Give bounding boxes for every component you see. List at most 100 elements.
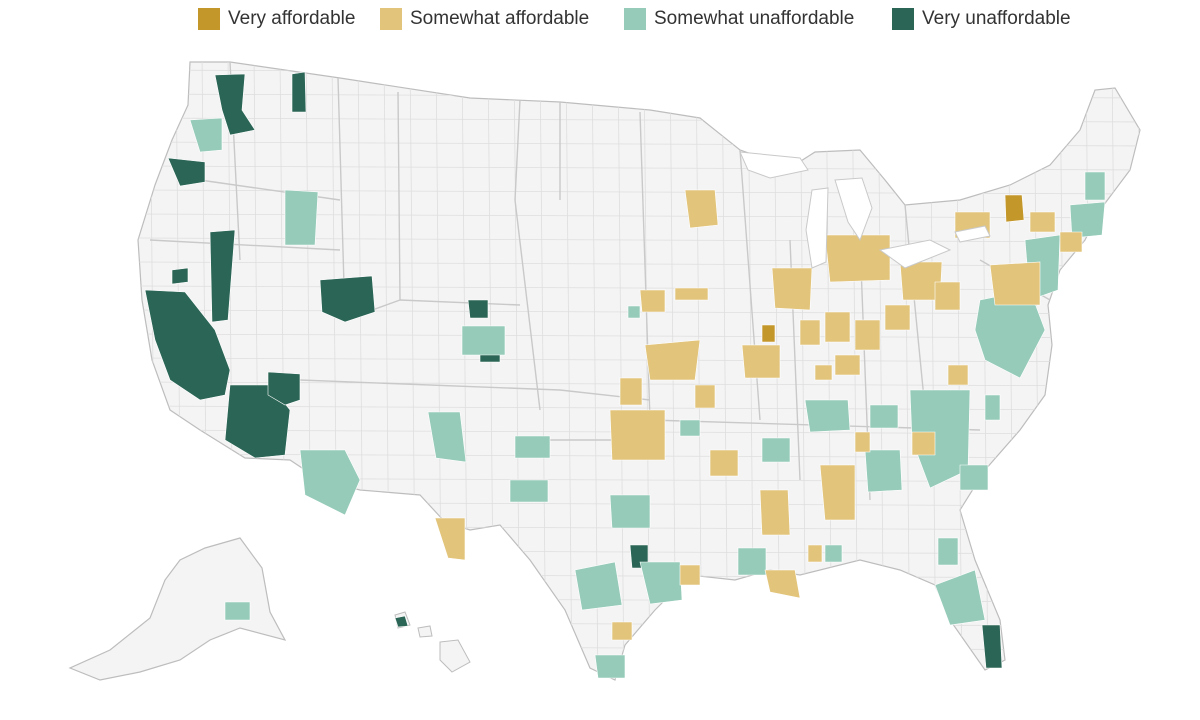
county-line (565, 62, 573, 680)
state-border (149, 239, 341, 251)
state-border (299, 379, 561, 391)
swatch-somewhat-affordable (380, 8, 402, 30)
county-line (149, 62, 157, 680)
county-line (1137, 62, 1140, 680)
legend-label-very-affordable: Very affordable (228, 8, 356, 29)
somewhat-affordable-area (834, 354, 861, 376)
somewhat-affordable-area (741, 344, 781, 379)
county-line (617, 62, 625, 680)
very-unaffordable-area (394, 615, 409, 628)
somewhat-affordable-area (619, 377, 643, 406)
somewhat-unaffordable-area (909, 389, 971, 489)
very-unaffordable-area (144, 289, 231, 401)
state-border (399, 299, 521, 306)
somewhat-unaffordable-area (574, 561, 623, 611)
contiguous-us-outline (137, 61, 1141, 681)
somewhat-unaffordable-area (299, 449, 361, 516)
somewhat-unaffordable-area (761, 437, 791, 463)
lake (834, 177, 873, 242)
somewhat-affordable-area (947, 364, 969, 386)
very-unaffordable-area (467, 299, 489, 319)
very-affordable-area (1004, 194, 1025, 223)
county-line (138, 261, 1140, 267)
somewhat-affordable-area (799, 319, 821, 346)
somewhat-unaffordable-area (937, 537, 959, 566)
somewhat-affordable-area (819, 464, 856, 521)
alaska-outline (68, 537, 287, 681)
somewhat-unaffordable-area (594, 654, 626, 679)
county-line (138, 357, 1140, 363)
legend-item-very-affordable: Very affordable (198, 6, 355, 32)
very-unaffordable-area (267, 371, 301, 406)
legend-label-somewhat-unaffordable: Somewhat unaffordable (654, 8, 855, 29)
somewhat-affordable-area (807, 544, 823, 563)
somewhat-affordable-area (1059, 231, 1083, 253)
somewhat-affordable-area (989, 261, 1041, 306)
very-unaffordable-area (291, 71, 307, 113)
somewhat-affordable-area (709, 449, 739, 477)
somewhat-affordable-area (771, 267, 813, 311)
somewhat-affordable-area (911, 431, 936, 456)
somewhat-affordable-area (639, 289, 666, 313)
somewhat-affordable-area (1029, 211, 1056, 233)
somewhat-unaffordable-area (679, 419, 701, 437)
state-border (514, 99, 521, 201)
very-affordable-area (761, 324, 776, 343)
somewhat-unaffordable-area (627, 305, 641, 319)
lake (739, 151, 809, 179)
swatch-very-affordable (198, 8, 220, 30)
somewhat-affordable-area (434, 517, 466, 561)
somewhat-unaffordable-area (934, 569, 986, 626)
swatch-somewhat-unaffordable (624, 8, 646, 30)
state-border (514, 199, 541, 411)
somewhat-affordable-area (644, 339, 701, 381)
somewhat-affordable-area (814, 364, 833, 381)
legend-item-very-unaffordable: Very unaffordable (892, 6, 1071, 32)
somewhat-unaffordable-area (1069, 201, 1106, 239)
somewhat-affordable-area (934, 281, 961, 311)
somewhat-affordable-area (679, 564, 701, 586)
somewhat-unaffordable-area (824, 544, 843, 563)
very-unaffordable-area (319, 275, 376, 323)
somewhat-affordable-area (824, 311, 851, 343)
somewhat-unaffordable-area (609, 494, 651, 529)
legend-label-somewhat-affordable: Somewhat affordable (410, 8, 590, 29)
somewhat-unaffordable-area (461, 325, 506, 356)
somewhat-unaffordable-area (189, 117, 223, 153)
somewhat-unaffordable-area (864, 449, 903, 493)
somewhat-unaffordable-area (869, 404, 899, 429)
legend-label-very-unaffordable: Very unaffordable (922, 8, 1071, 29)
somewhat-affordable-area (759, 489, 791, 536)
county-line (138, 669, 1140, 675)
somewhat-unaffordable-area (639, 561, 683, 605)
swatch-very-unaffordable (892, 8, 914, 30)
county-line (138, 405, 1140, 411)
metro-areas (144, 71, 1106, 679)
somewhat-affordable-area (684, 189, 719, 229)
very-unaffordable-area (171, 267, 189, 285)
somewhat-unaffordable-area (514, 435, 551, 459)
somewhat-unaffordable-area (959, 464, 989, 491)
somewhat-unaffordable-area (1084, 171, 1106, 201)
somewhat-unaffordable-area (509, 479, 549, 503)
somewhat-unaffordable-area (284, 189, 319, 246)
somewhat-unaffordable-area (224, 601, 251, 621)
legend: Very affordable Somewhat affordable Some… (0, 6, 1200, 32)
somewhat-affordable-area (854, 431, 871, 453)
somewhat-affordable-area (854, 319, 881, 351)
somewhat-affordable-area (674, 287, 709, 301)
somewhat-unaffordable-area (804, 399, 851, 433)
very-unaffordable-area (167, 157, 206, 187)
great-lakes (739, 151, 991, 269)
county-line (138, 285, 1140, 291)
lake (805, 187, 829, 269)
somewhat-unaffordable-area (737, 547, 767, 576)
legend-item-somewhat-unaffordable: Somewhat unaffordable (624, 6, 854, 32)
very-unaffordable-area (214, 73, 256, 136)
somewhat-affordable-area (694, 384, 716, 409)
somewhat-unaffordable-area (984, 394, 1001, 421)
somewhat-affordable-area (609, 409, 666, 461)
legend-item-somewhat-affordable: Somewhat affordable (380, 6, 589, 32)
very-unaffordable-area (209, 229, 236, 323)
somewhat-affordable-area (611, 621, 633, 641)
